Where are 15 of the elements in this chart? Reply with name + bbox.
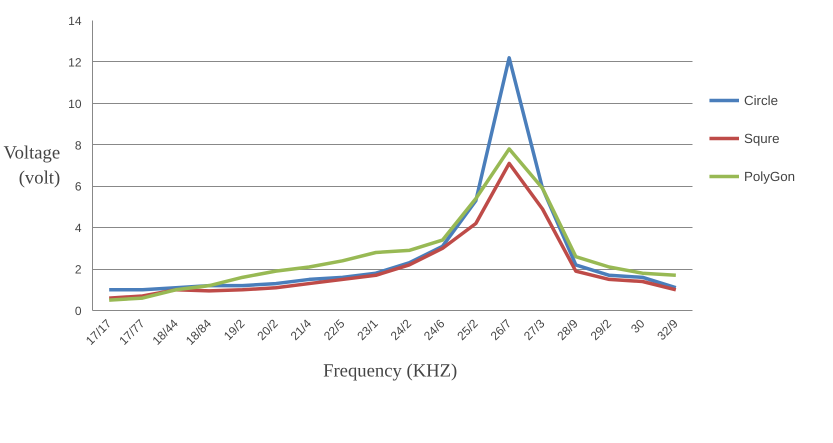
y-axis-title: Voltage (volt) — [4, 142, 60, 189]
x-tick-label: 32/9 — [654, 316, 682, 343]
y-tick-label: 12 — [68, 55, 82, 70]
legend-label: Circle — [744, 92, 778, 108]
x-tick-label: 30 — [628, 316, 648, 336]
legend-label: Squre — [744, 130, 780, 146]
y-tick-label: 2 — [74, 262, 82, 277]
y-tick-label: 8 — [74, 138, 82, 152]
y-tick-label: 4 — [74, 221, 82, 236]
y-tick-label: 6 — [74, 180, 82, 194]
x-axis-title: Frequency (KHZ) — [323, 360, 458, 382]
y-tick-label: 0 — [74, 304, 82, 318]
y-tick-label: 14 — [68, 14, 82, 28]
legend-label: PolyGon — [744, 168, 796, 184]
y-tick-label: 10 — [68, 96, 82, 111]
